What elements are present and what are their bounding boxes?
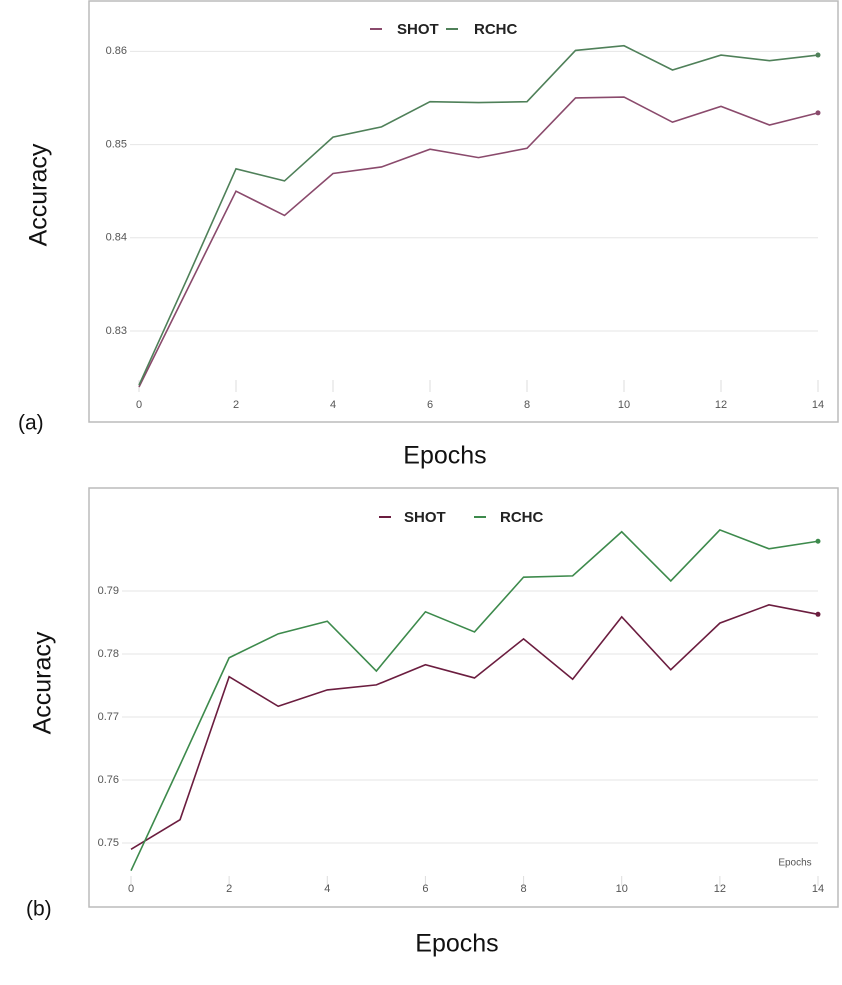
y-tick-label: 0.84 [106, 232, 127, 244]
x-tick-label: 6 [422, 883, 428, 895]
legend-label: SHOT [404, 509, 446, 526]
legend-label: SHOT [397, 21, 439, 38]
x-axis-title: Epochs [415, 930, 498, 958]
x-tick-label: 2 [226, 883, 232, 895]
x-tick-label: 10 [618, 399, 630, 411]
y-axis-title: Accuracy [25, 143, 53, 246]
y-tick-label: 0.85 [106, 138, 127, 150]
panel-frame [88, 0, 839, 423]
x-axis-title: Epochs [403, 442, 486, 470]
x-tick-label: 10 [616, 883, 628, 895]
x-tick-label: 2 [233, 399, 239, 411]
x-tick-label: 4 [330, 399, 336, 411]
panel-label: (b) [26, 898, 52, 921]
y-tick-label: 0.75 [98, 837, 119, 849]
annotation: Epochs [778, 858, 811, 869]
y-axis-title: Accuracy [29, 631, 57, 734]
x-tick-label: 12 [715, 399, 727, 411]
y-tick-label: 0.79 [98, 585, 119, 597]
end-point [815, 611, 821, 617]
y-tick-label: 0.77 [98, 711, 119, 723]
end-point [815, 110, 821, 116]
x-tick-label: 8 [524, 399, 530, 411]
end-point [815, 538, 821, 544]
y-tick-label: 0.76 [98, 774, 119, 786]
series-line [138, 96, 819, 388]
x-tick-label: 4 [324, 883, 330, 895]
y-tick-label: 0.83 [106, 325, 127, 337]
y-tick-label: 0.78 [98, 648, 119, 660]
y-tick-label: 0.86 [106, 45, 127, 57]
panel-label: (a) [18, 412, 44, 435]
x-tick-label: 6 [427, 399, 433, 411]
x-tick-label: 8 [521, 883, 527, 895]
legend-label: RCHC [474, 21, 517, 38]
panel-frame [88, 487, 839, 908]
x-tick-label: 0 [128, 883, 134, 895]
series-line [130, 604, 819, 850]
x-tick-label: 0 [136, 399, 142, 411]
x-tick-label: 12 [714, 883, 726, 895]
x-tick-label: 14 [812, 399, 824, 411]
legend-label: RCHC [500, 509, 543, 526]
end-point [815, 52, 821, 58]
x-tick-label: 14 [812, 883, 824, 895]
series-line [138, 44, 819, 386]
series-line [130, 528, 819, 872]
